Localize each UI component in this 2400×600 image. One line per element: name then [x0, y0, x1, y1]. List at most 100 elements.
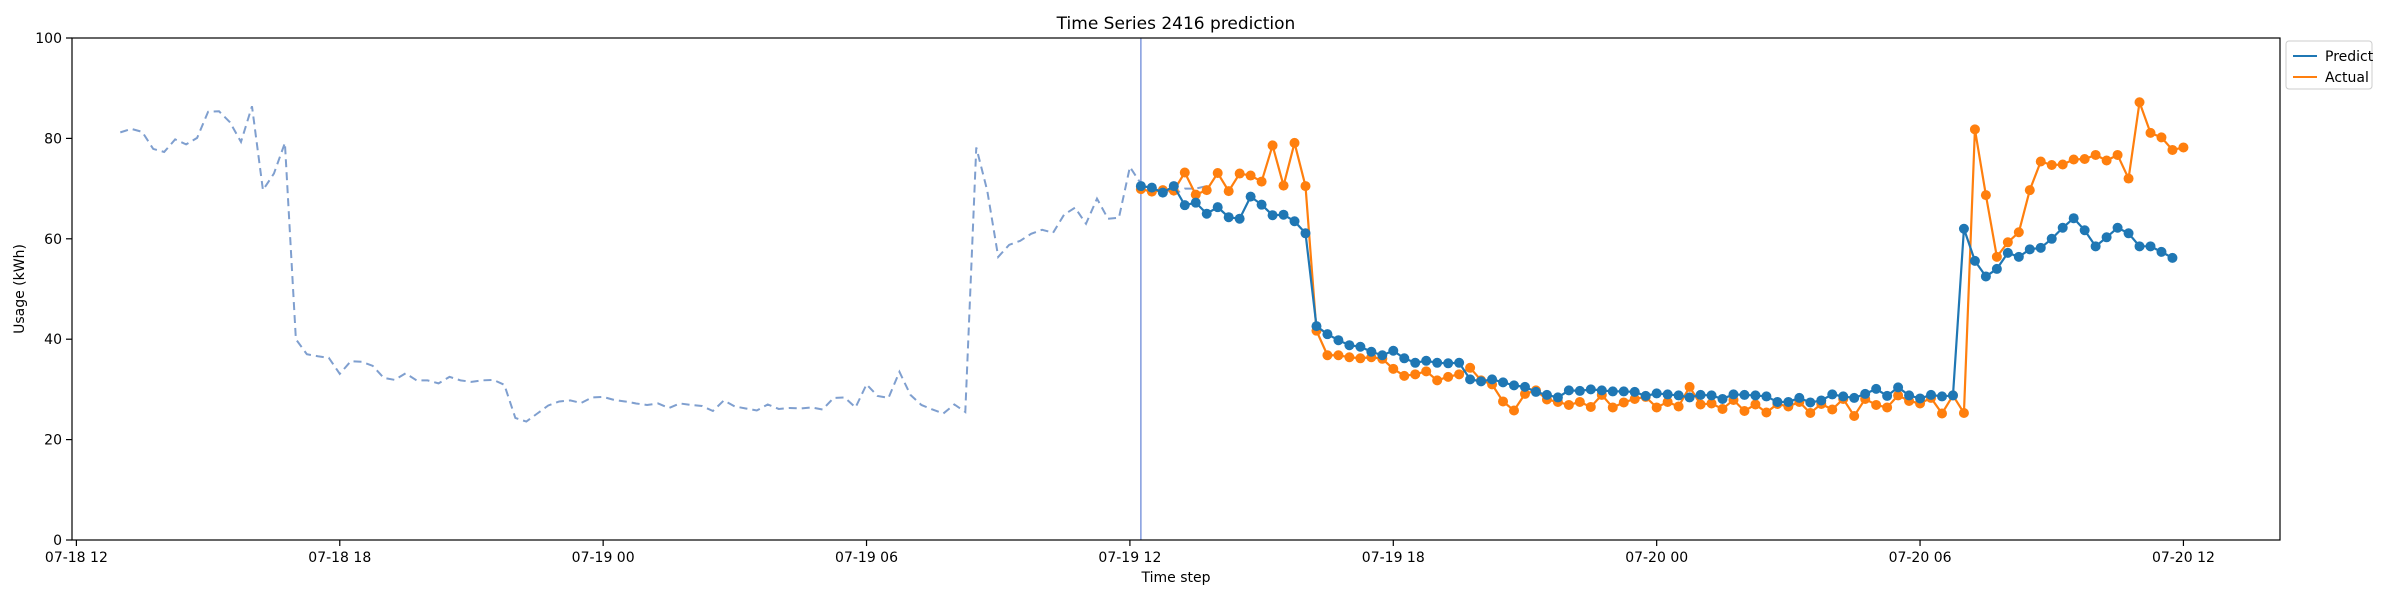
x-tick-label: 07-19 12: [1098, 550, 1161, 566]
predict-point: [1476, 376, 1487, 387]
predict-point: [1816, 395, 1827, 406]
plot-frame: [71, 37, 2281, 541]
predict-point: [1465, 374, 1476, 385]
predict-point: [1552, 392, 1563, 403]
predict-point: [2101, 232, 2112, 243]
actual-point: [1245, 170, 1256, 181]
predict-point: [1629, 386, 1640, 397]
actual-point: [2145, 127, 2156, 138]
x-tick-label: 07-20 12: [2152, 550, 2215, 566]
actual-point: [1410, 369, 1421, 380]
legend: Predict Actual: [2285, 40, 2374, 90]
predict-point: [1509, 380, 1519, 391]
predict-point: [1607, 386, 1618, 397]
actual-point: [1739, 405, 1750, 416]
predict-point: [1882, 390, 1893, 401]
actual-point: [1761, 407, 1772, 418]
actual-point: [1585, 401, 1596, 412]
actual-point: [2057, 159, 2068, 170]
predict-point: [1234, 213, 1245, 224]
predict-point: [2035, 242, 2046, 253]
predict-point: [1201, 208, 1212, 219]
predict-point: [1421, 355, 1432, 366]
predict-point: [2145, 241, 2156, 252]
series-layer: [1135, 97, 2189, 422]
actual-point: [1344, 352, 1355, 363]
actual-point: [1651, 402, 1662, 413]
predict-point: [2046, 233, 2057, 244]
predict-point: [1860, 388, 1871, 399]
actual-point: [1421, 366, 1432, 377]
predict-point: [1849, 392, 1860, 403]
predict-point: [1750, 390, 1761, 401]
actual-point: [1443, 371, 1454, 382]
predict-point: [1958, 223, 1969, 234]
predict-point: [1563, 385, 1574, 396]
predict-point: [1937, 391, 1947, 402]
y-axis-label: Usage (kWh): [12, 244, 28, 334]
predict-point: [1135, 181, 1146, 192]
actual-point: [2024, 185, 2035, 196]
actual-point: [2079, 153, 2090, 164]
actual-point: [1355, 353, 1366, 364]
predict-point: [1519, 381, 1530, 392]
predict-point: [1168, 181, 1179, 192]
x-tick-label: 07-20 00: [1625, 550, 1688, 566]
y-tick-label: 40: [44, 332, 62, 348]
predict-point: [1399, 353, 1410, 364]
actual-point: [1750, 399, 1761, 410]
actual-point: [1827, 404, 1838, 415]
predict-point: [1969, 255, 1980, 266]
actual-point: [1498, 396, 1509, 407]
predict-point: [1377, 350, 1388, 361]
y-tick-label: 60: [44, 232, 62, 248]
actual-point: [1849, 411, 1860, 422]
actual-point: [1958, 407, 1969, 418]
actual-point: [1289, 137, 1300, 148]
y-axis: 0 20 40 60 80 100: [35, 31, 72, 549]
predict-point: [1443, 358, 1454, 369]
predict-point: [1805, 397, 1816, 408]
actual-point: [1717, 403, 1728, 414]
predict-point: [1311, 321, 1322, 332]
predict-point: [1651, 388, 1662, 399]
predict-point: [2013, 251, 2024, 262]
predict-point: [1344, 340, 1355, 351]
predict-point: [1794, 392, 1805, 403]
predict-point: [1761, 391, 1772, 402]
predict-point: [1498, 377, 1509, 388]
actual-point: [1607, 402, 1618, 413]
predict-point: [2090, 241, 2101, 252]
history-line: [119, 105, 1207, 423]
predict-point: [1695, 389, 1706, 400]
actual-point: [1212, 168, 1223, 179]
predict-point: [2057, 222, 2068, 233]
actual-point: [1234, 168, 1245, 179]
predict-point: [2024, 244, 2035, 255]
predict-point: [1245, 191, 1256, 202]
actual-point: [1333, 350, 1344, 361]
y-tick-label: 0: [53, 533, 62, 549]
predict-point: [1618, 386, 1629, 397]
predict-point: [2134, 241, 2145, 252]
actual-point: [2167, 144, 2178, 155]
predict-point: [1333, 335, 1344, 346]
predict-point: [2167, 252, 2178, 263]
actual-point: [1267, 140, 1278, 151]
predict-point: [1146, 182, 1157, 193]
x-tick-label: 07-19 00: [572, 550, 635, 566]
actual-point: [1991, 251, 2002, 262]
actual-point: [1399, 370, 1410, 381]
actual-point: [2112, 149, 2123, 160]
x-axis: 07-18 12 07-18 18 07-19 00 07-19 06 07-19 12…: [45, 540, 2215, 566]
actual-point: [2123, 173, 2134, 184]
predict-point: [2002, 247, 2013, 258]
actual-point: [1574, 396, 1585, 407]
actual-point: [1278, 180, 1289, 191]
predict-point: [1739, 389, 1750, 400]
actual-point: [1563, 399, 1574, 410]
actual-point: [1893, 390, 1904, 401]
predict-point: [1706, 390, 1717, 401]
